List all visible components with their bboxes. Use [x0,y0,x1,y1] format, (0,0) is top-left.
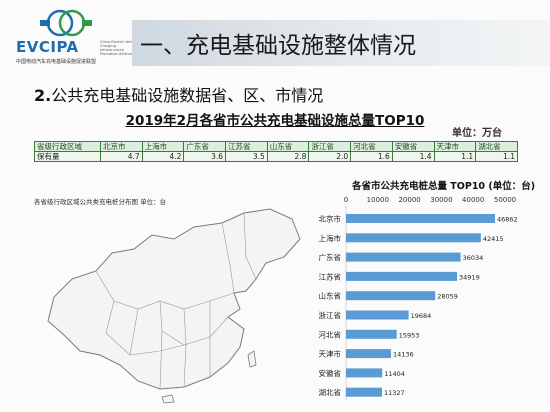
table-cell: 1.6 [350,151,393,162]
data-label: 46862 [497,216,518,224]
evcipa-logo: EVCIPA China Electric Vehicle Charging I… [14,6,138,68]
subtitle: 2.公共充电基础设施数据省、区、市情况 [34,82,323,106]
top10-table: 省级行政区域 北京市 上海市 广东省 江苏省 山东省 浙江省 河北省 安徽省 天… [34,141,518,162]
table-col-header: 湖北省 [475,141,518,152]
china-map-outline [47,208,301,390]
table-col-header: 山东省 [266,141,310,152]
data-label: 14136 [393,351,414,359]
table-cell: 2.8 [266,151,310,162]
x-tick-label: 10000 [367,196,389,204]
category-label: 安徽省 [319,368,342,378]
table-col-header: 广东省 [183,141,227,152]
data-label: 42415 [483,235,504,243]
table-col-header: 北京市 [100,141,143,152]
table-cell: 3.5 [225,151,268,162]
table-cell: 3.6 [183,151,227,162]
title-bar [132,20,550,66]
x-tick-label: 20000 [398,196,420,204]
table-cell: 1.1 [475,151,518,162]
x-tick-label: 50000 [494,196,516,204]
bar [346,329,397,339]
bar [346,252,461,262]
main-title: 2019年2月各省市公共充电基础设施总量TOP10 [125,113,425,129]
table-col-header: 河北省 [350,141,393,152]
hainan-island [161,394,175,404]
bar [346,214,496,223]
table-cell: 1.4 [391,151,435,162]
category-label: 江苏省 [319,271,342,281]
china-map [47,208,301,404]
map-caption: 各省级行政区域公共类充电桩分布图 单位：台 [34,198,167,206]
bar [346,349,391,359]
x-tick-label: 30000 [430,196,452,204]
taiwan-island [247,350,257,368]
province-borders [95,212,257,390]
category-label: 山东省 [319,291,342,301]
table-col-header: 浙江省 [308,141,352,152]
bar [346,233,481,243]
data-label: 19684 [411,312,432,320]
bar [346,368,383,378]
category-label: 北京市 [319,214,342,224]
bar-chart: 0 10000 20000 30000 40000 50000 北京市 46862 上海市 424… [319,196,518,401]
x-tick-label: 40000 [462,196,484,204]
table-col-header: 天津市 [433,141,477,152]
bar [346,310,409,320]
category-label: 广东省 [319,252,342,262]
table-cell: 2.0 [308,151,352,162]
x-tick-label: 0 [344,196,348,204]
table-col-header: 上海市 [141,141,185,152]
data-label: 34919 [459,273,480,281]
logo-plug-icon [40,9,92,37]
category-label: 上海市 [319,233,342,243]
table-value-row: 保有量 4.7 4.2 3.6 3.5 2.8 2.0 1.6 1.4 1.1 … [34,151,518,162]
logo-text: EVCIPA [16,38,79,56]
logo-chinese-name: 中国电动汽车充电基础设施促进联盟 [16,59,97,65]
table-cell: 4.2 [141,151,185,162]
subtitle-text: 公共充电基础设施数据省、区、市情况 [51,86,324,105]
unit-label: 单位：万台 [452,128,502,139]
category-label: 湖北省 [319,387,342,397]
subtitle-number: 2. [34,86,52,105]
table-header-row: 省级行政区域 北京市 上海市 广东省 江苏省 山东省 浙江省 河北省 安徽省 天… [34,141,518,152]
bar [346,291,436,301]
table-row-label: 保有量 [34,151,101,162]
chart-title: 各省市公共充电桩总量 TOP10 (单位：台) [352,181,536,192]
table-cell: 1.1 [433,151,477,162]
bar [346,271,458,281]
logo-english-name: China Electric Vehicle Charging Infrastr… [100,40,138,56]
data-label: 15953 [399,331,420,339]
bar [346,387,383,397]
table-row-header: 省级行政区域 [34,141,101,152]
data-label: 28059 [437,293,458,301]
section-title: 一、充电基础设施整体情况 [140,33,416,59]
data-label: 11404 [384,370,405,378]
data-label: 36034 [463,254,484,262]
category-label: 浙江省 [319,310,342,320]
table-cell: 4.7 [100,151,143,162]
table-col-header: 江苏省 [225,141,268,152]
data-label: 11327 [384,389,405,397]
table-col-header: 安徽省 [391,141,435,152]
category-label: 天津市 [319,349,342,359]
category-label: 河北省 [319,329,342,339]
